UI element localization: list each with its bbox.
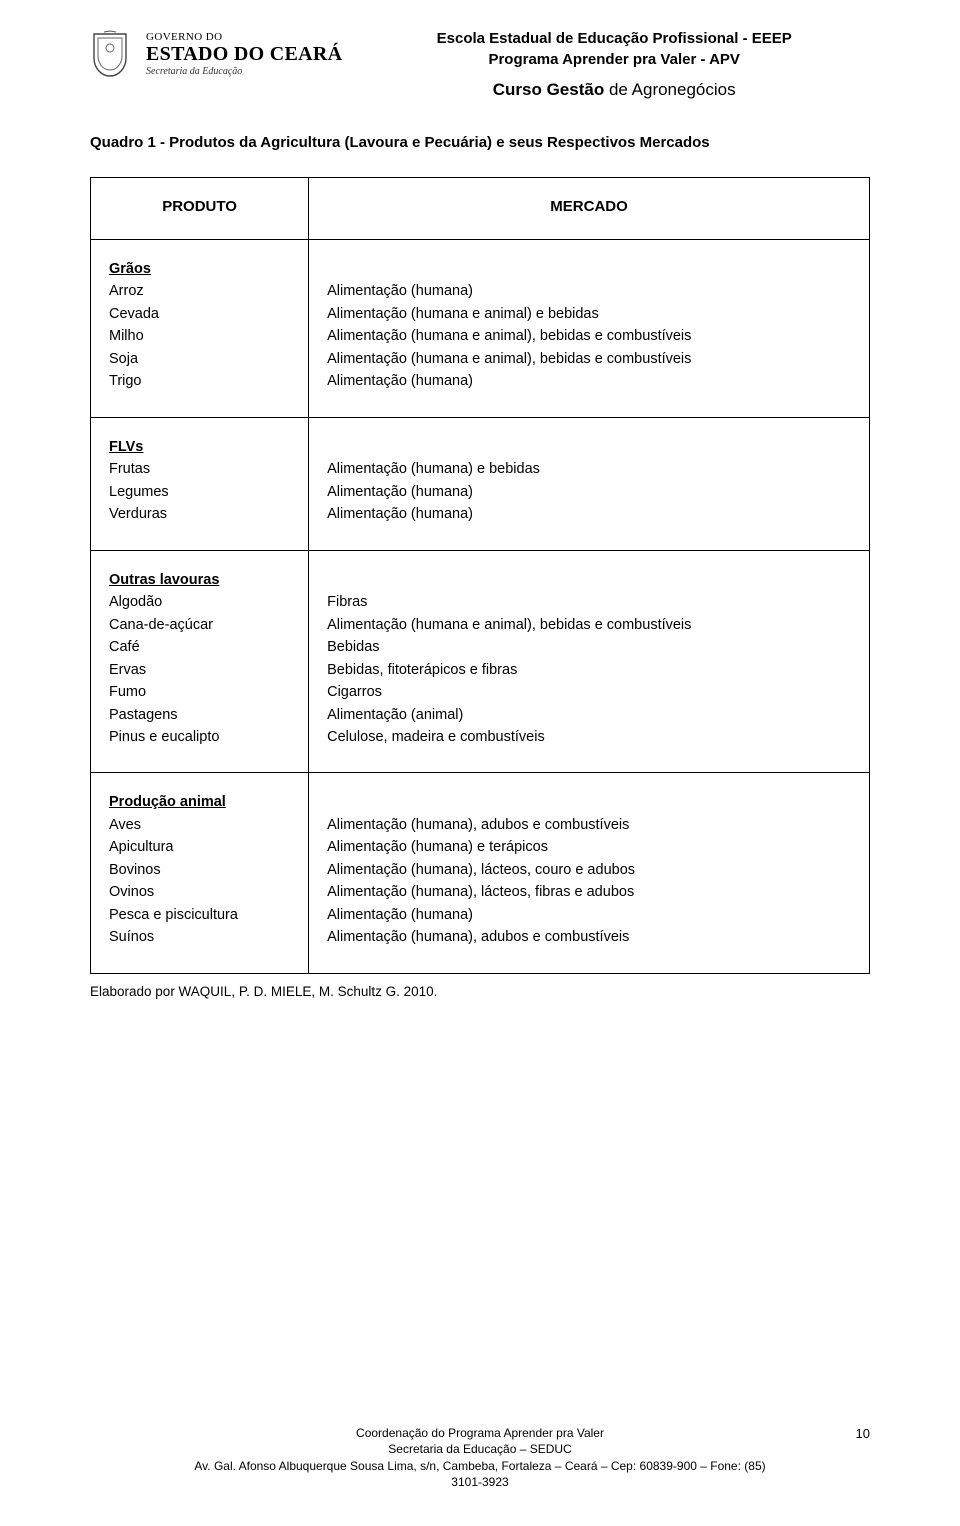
group-title: Grãos [109, 258, 294, 280]
list-item: Verduras [109, 503, 294, 525]
list-item: Milho [109, 325, 294, 347]
title-line2: Programa Aprender pra Valer - APV [358, 51, 870, 68]
group-title: FLVs [109, 436, 294, 458]
list-item: Cana-de-açúcar [109, 614, 294, 636]
table-row: Grãos Arroz Cevada Milho Soja Trigo Alim… [91, 240, 870, 418]
list-item: Alimentação (humana e animal), bebidas e… [327, 614, 855, 636]
table-row: Outras lavouras Algodão Cana-de-açúcar C… [91, 550, 870, 773]
title-line1: Escola Estadual de Educação Profissional… [358, 30, 870, 47]
gov-line3: Secretaria da Educação [146, 67, 342, 77]
list-item: Alimentação (humana) [327, 503, 855, 525]
table-row: FLVs Frutas Legumes Verduras Alimentação… [91, 417, 870, 550]
header: GOVERNO DO ESTADO DO CEARÁ Secretaria da… [90, 30, 870, 100]
gov-line1: GOVERNO DO [146, 32, 342, 43]
footer-line3: Av. Gal. Afonso Albuquerque Sousa Lima, … [90, 1458, 870, 1474]
list-item: Cevada [109, 303, 294, 325]
list-item: Bovinos [109, 859, 294, 881]
list-item: Ervas [109, 659, 294, 681]
state-crest-icon [90, 30, 130, 80]
list-item: Alimentação (humana) [327, 370, 855, 392]
table-header-row: PRODUTO MERCADO [91, 178, 870, 240]
footer-line2: Secretaria da Educação – SEDUC [90, 1441, 870, 1457]
list-item: Arroz [109, 280, 294, 302]
list-item: Alimentação (humana) [327, 481, 855, 503]
list-item: Suínos [109, 926, 294, 948]
list-item: Alimentação (humana) e bebidas [327, 458, 855, 480]
list-item: Frutas [109, 458, 294, 480]
blank-line [327, 569, 855, 591]
list-item: Apicultura [109, 836, 294, 858]
page: GOVERNO DO ESTADO DO CEARÁ Secretaria da… [0, 0, 960, 1526]
mercado-cell: Alimentação (humana) e bebidas Alimentaç… [309, 417, 870, 550]
list-item: Alimentação (humana) e terápicos [327, 836, 855, 858]
footer-line1: Coordenação do Programa Aprender pra Val… [90, 1425, 870, 1441]
title-block: Escola Estadual de Educação Profissional… [358, 30, 870, 100]
list-item: Fumo [109, 681, 294, 703]
gov-line2: ESTADO DO CEARÁ [146, 44, 342, 64]
list-item: Soja [109, 348, 294, 370]
col-header-mercado: MERCADO [309, 178, 870, 240]
title-line3: Curso Gestão de Agronegócios [358, 80, 870, 100]
blank-line [327, 791, 855, 813]
blank-line [327, 258, 855, 280]
list-item: Ovinos [109, 881, 294, 903]
list-item: Alimentação (humana) [327, 280, 855, 302]
list-item: Alimentação (humana), lácteos, couro e a… [327, 859, 855, 881]
list-item: Celulose, madeira e combustíveis [327, 726, 855, 748]
produto-cell: Grãos Arroz Cevada Milho Soja Trigo [91, 240, 309, 418]
list-item: Alimentação (humana e animal) e bebidas [327, 303, 855, 325]
list-item: Pesca e piscicultura [109, 904, 294, 926]
footer: 10 Coordenação do Programa Aprender pra … [90, 1425, 870, 1490]
col-header-produto: PRODUTO [91, 178, 309, 240]
quadro-title: Quadro 1 - Produtos da Agricultura (Lavo… [90, 134, 870, 151]
list-item: Alimentação (humana), adubos e combustív… [327, 926, 855, 948]
list-item: Algodão [109, 591, 294, 613]
footer-line4: 3101-3923 [90, 1474, 870, 1490]
list-item: Cigarros [327, 681, 855, 703]
mercado-cell: Alimentação (humana), adubos e combustív… [309, 773, 870, 973]
list-item: Legumes [109, 481, 294, 503]
title-line3-b: de Agronegócios [609, 80, 736, 99]
produto-cell: Outras lavouras Algodão Cana-de-açúcar C… [91, 550, 309, 773]
elaborated-by: Elaborado por WAQUIL, P. D. MIELE, M. Sc… [90, 984, 870, 999]
page-number: 10 [856, 1425, 870, 1443]
mercado-cell: Alimentação (humana) Alimentação (humana… [309, 240, 870, 418]
list-item: Aves [109, 814, 294, 836]
list-item: Alimentação (animal) [327, 704, 855, 726]
title-line3-a: Curso Gestão [493, 80, 609, 99]
list-item: Trigo [109, 370, 294, 392]
produto-cell: FLVs Frutas Legumes Verduras [91, 417, 309, 550]
list-item: Pastagens [109, 704, 294, 726]
list-item: Alimentação (humana) [327, 904, 855, 926]
group-title: Outras lavouras [109, 569, 294, 591]
produto-cell: Produção animal Aves Apicultura Bovinos … [91, 773, 309, 973]
mercado-cell: Fibras Alimentação (humana e animal), be… [309, 550, 870, 773]
list-item: Alimentação (humana e animal), bebidas e… [327, 325, 855, 347]
government-name: GOVERNO DO ESTADO DO CEARÁ Secretaria da… [146, 30, 342, 77]
blank-line [327, 436, 855, 458]
table-row: Produção animal Aves Apicultura Bovinos … [91, 773, 870, 973]
list-item: Fibras [327, 591, 855, 613]
list-item: Café [109, 636, 294, 658]
list-item: Bebidas [327, 636, 855, 658]
list-item: Alimentação (humana), lácteos, fibras e … [327, 881, 855, 903]
list-item: Alimentação (humana e animal), bebidas e… [327, 348, 855, 370]
list-item: Alimentação (humana), adubos e combustív… [327, 814, 855, 836]
group-title: Produção animal [109, 791, 294, 813]
products-table: PRODUTO MERCADO Grãos Arroz Cevada Milho… [90, 177, 870, 974]
list-item: Pinus e eucalipto [109, 726, 294, 748]
list-item: Bebidas, fitoterápicos e fibras [327, 659, 855, 681]
